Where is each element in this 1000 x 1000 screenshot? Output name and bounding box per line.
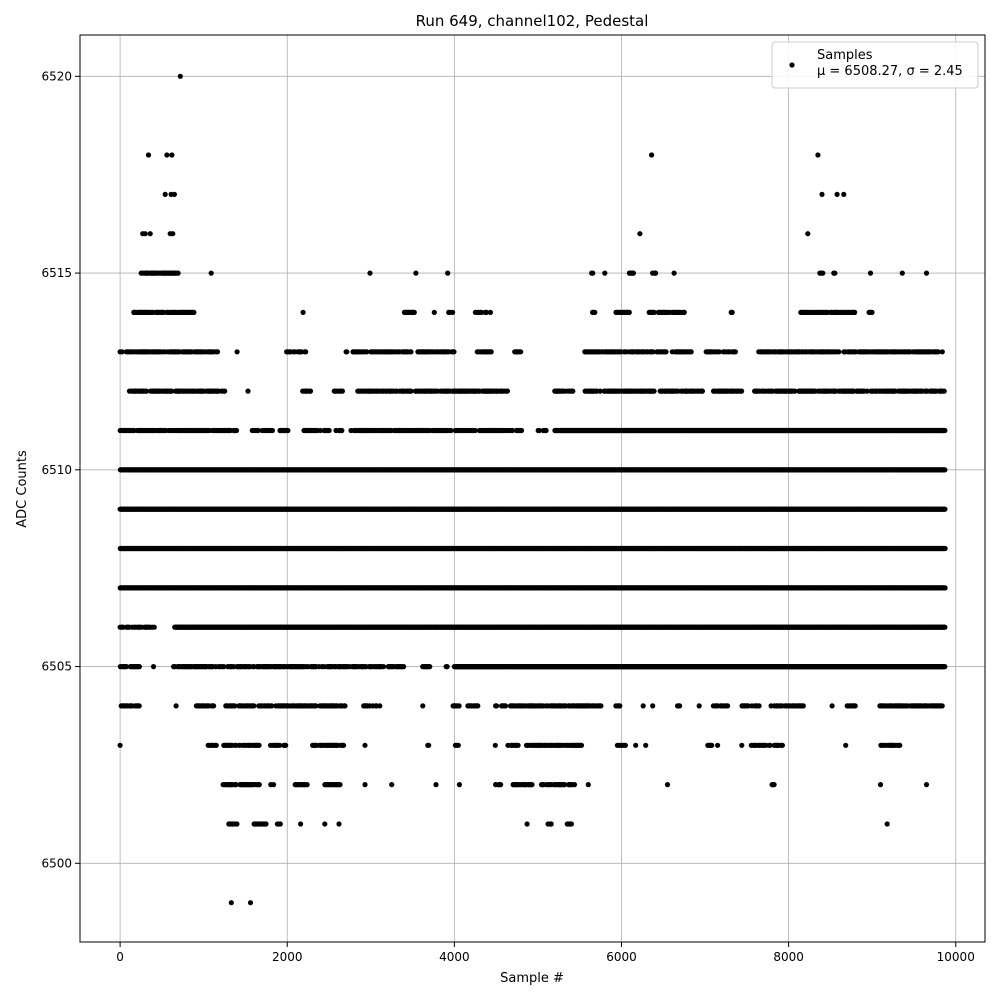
data-point [233,427,240,434]
data-point [208,270,214,276]
data-point [478,309,485,315]
data-point [488,349,494,355]
data-point [364,349,370,355]
data-point [367,270,373,276]
data-point [245,388,251,394]
data-point [792,388,798,394]
data-point [222,388,228,394]
data-point [869,309,875,315]
data-point [303,349,309,355]
data-point [408,388,414,394]
data-point [923,270,930,276]
data-point [836,349,842,355]
data-point [688,349,694,355]
x-grid [119,35,957,942]
data-point [832,270,838,276]
data-point [487,309,493,315]
data-point [269,427,275,434]
data-point [681,309,687,315]
data-points [117,73,948,906]
data-point [504,388,510,394]
data-point [592,309,598,315]
data-point [518,349,524,355]
data-point [234,349,240,355]
data-point [445,270,451,276]
data-point [483,309,489,315]
data-point [285,427,291,434]
data-point [411,309,417,315]
data-point [169,388,175,394]
data-point [935,349,941,355]
data-point [451,349,457,355]
data-point [300,309,306,315]
data-point [942,467,948,473]
data-point [941,388,947,394]
data-point [307,388,314,394]
data-point [630,270,637,276]
data-point [653,270,659,276]
data-point [431,309,437,315]
data-point [143,388,150,394]
data-point [119,349,125,355]
data-point [899,270,905,276]
data-point [942,506,948,512]
data-point [339,427,345,434]
data-point [518,427,525,434]
data-point [450,309,456,315]
data-point [597,388,603,394]
data-point [191,309,197,315]
data-point [939,349,945,355]
data-point [942,427,948,434]
data-point [732,349,739,355]
data-point [326,427,332,434]
data-point [852,309,858,315]
data-point [716,349,723,355]
data-point [867,270,874,276]
data-point [663,349,669,355]
data-point [339,388,345,394]
data-point [729,309,735,315]
data-point [820,270,826,276]
data-point [671,270,677,276]
data-point [570,388,576,394]
data-point [413,270,419,276]
data-point [590,270,596,276]
data-point [543,427,549,434]
data-point [344,349,350,355]
data-point [214,349,221,355]
data-point [650,349,656,355]
data-point [651,388,657,394]
data-point [651,309,657,315]
data-point [626,309,632,315]
data-point [408,349,414,355]
data-point [175,270,181,276]
data-point [699,388,706,394]
data-point [602,270,608,276]
data-point [739,388,745,394]
